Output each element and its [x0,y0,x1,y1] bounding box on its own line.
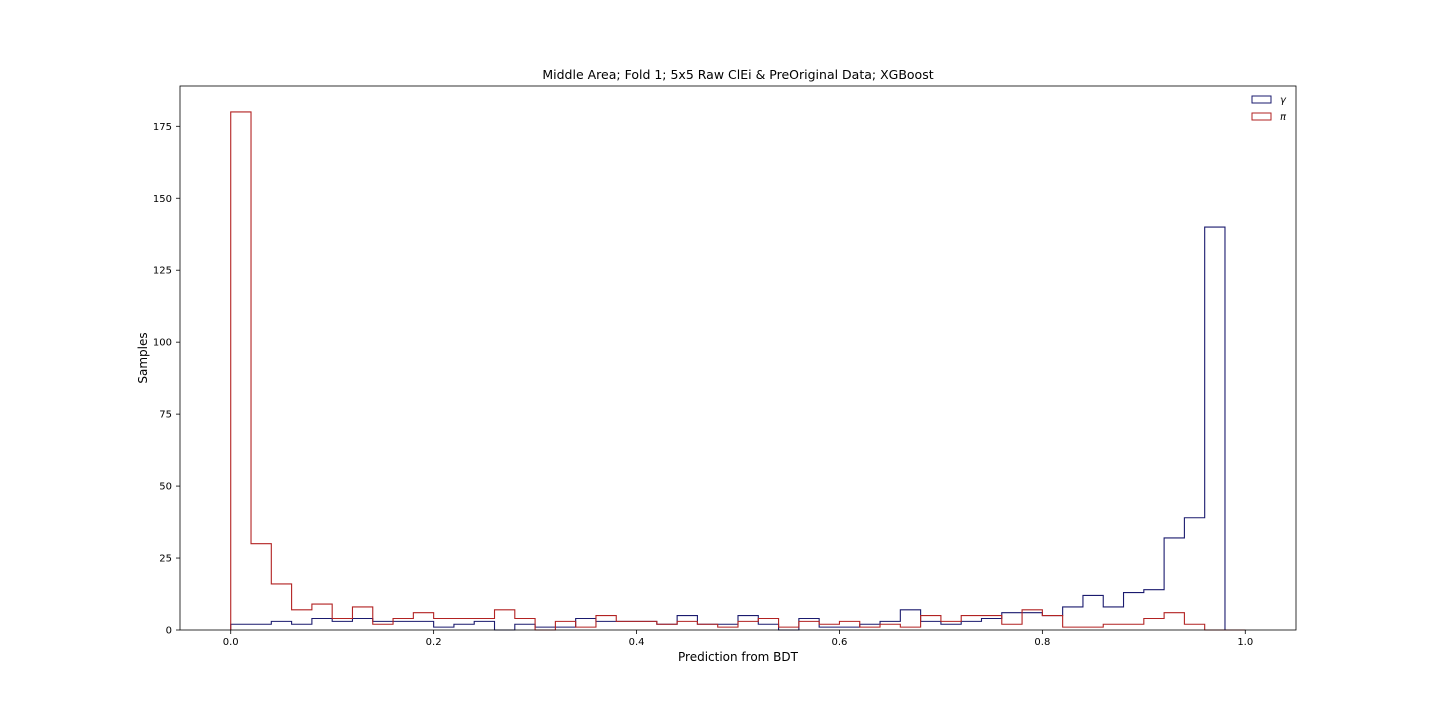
x-tick-label: 0.2 [426,637,442,648]
y-tick-label: 0 [166,626,172,637]
legend-label: γ [1280,95,1287,106]
y-tick-label: 125 [153,266,172,277]
y-tick-label: 150 [153,194,172,205]
x-tick-label: 0.8 [1034,637,1050,648]
legend: γπ [1251,95,1287,123]
plot-frame [179,85,1297,631]
y-tick-label: 100 [153,338,172,349]
y-tick-label: 50 [159,482,172,493]
x-tick-label: 0.0 [223,637,239,648]
y-axis-label: Samples [136,332,150,383]
x-axis: 0.0 0.2 0.4 0.6 0.8 1.0 [223,630,1253,648]
y-tick-label: 175 [153,122,172,133]
series-gamma-histogram [230,226,1246,631]
series-pi-histogram [230,111,1246,631]
x-tick-label: 0.6 [832,637,848,648]
y-tick-label: 75 [159,410,172,421]
x-axis-label: Prediction from BDT [678,650,799,664]
y-axis: 0 25 50 75 100 125 150 175 [153,122,180,637]
legend-swatch [1251,95,1272,104]
legend-label: π [1280,112,1287,123]
x-tick-label: 1.0 [1237,637,1253,648]
legend-swatch [1251,112,1272,121]
y-tick-label: 25 [159,554,172,565]
chart-title: Middle Area; Fold 1; 5x5 Raw ClEi & PreO… [542,67,933,82]
x-tick-label: 0.4 [629,637,645,648]
series-layer [230,111,1246,631]
